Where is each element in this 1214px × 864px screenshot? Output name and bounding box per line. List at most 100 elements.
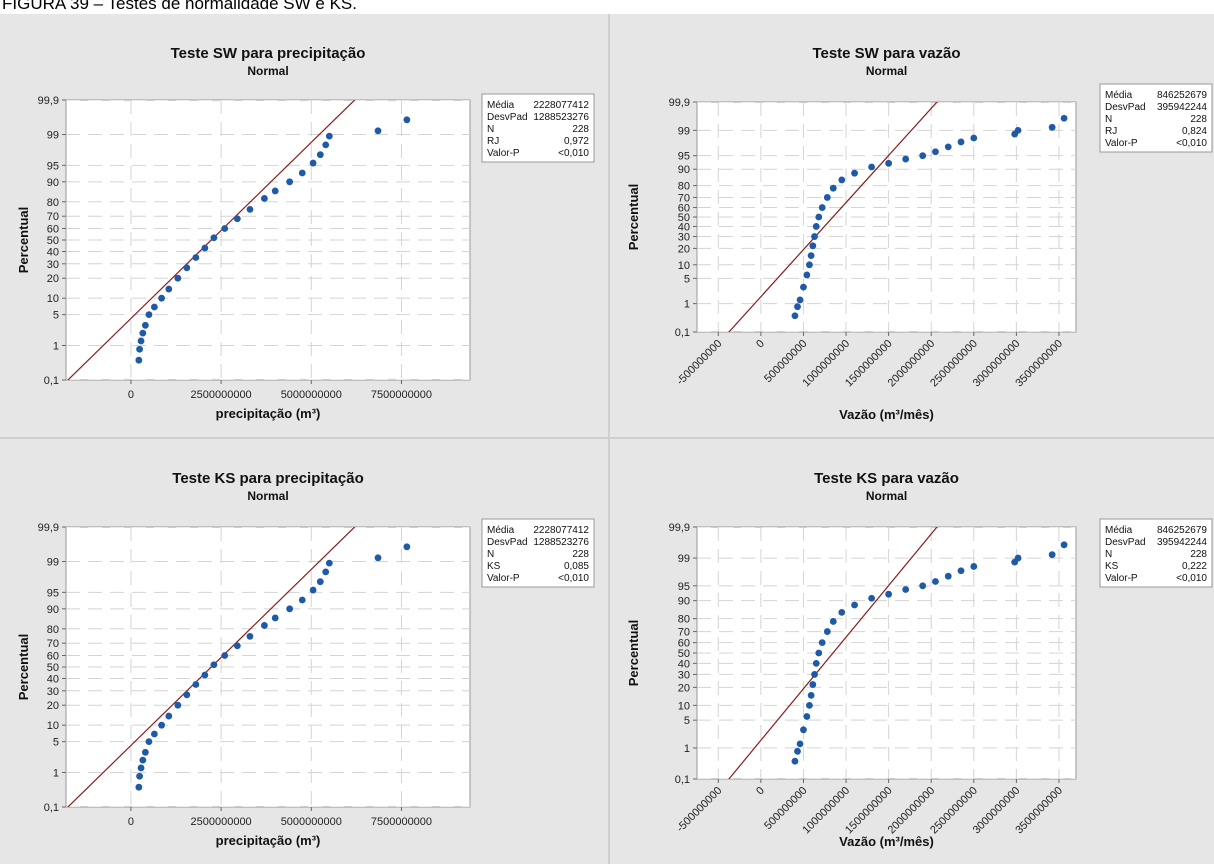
data-point <box>957 138 965 146</box>
legend-label: DesvPad <box>1105 537 1146 548</box>
chart-title: Teste KS para vazão <box>814 470 959 487</box>
y-tick-label: 70 <box>47 638 59 650</box>
data-point <box>374 127 382 135</box>
y-tick-label: 30 <box>47 686 59 698</box>
y-tick-label: 10 <box>47 293 59 305</box>
legend-value: 1288523276 <box>533 112 589 123</box>
y-tick-label: 40 <box>678 221 690 233</box>
y-tick-label: 99,9 <box>669 522 690 534</box>
data-point <box>192 681 200 688</box>
y-tick-label: 20 <box>678 243 690 255</box>
legend-label: Valor-P <box>1105 138 1138 149</box>
y-tick-label: 40 <box>47 246 59 258</box>
data-point <box>192 254 200 261</box>
data-point <box>221 652 229 659</box>
data-point <box>838 176 846 184</box>
data-point <box>807 252 815 260</box>
data-point <box>137 337 145 345</box>
y-tick-label: 90 <box>47 177 59 189</box>
x-tick-label: 5000000000 <box>281 389 342 401</box>
data-point <box>932 578 939 585</box>
data-point <box>210 661 218 669</box>
data-point <box>145 738 153 746</box>
data-point <box>818 639 826 647</box>
legend-label: N <box>487 124 494 135</box>
data-point <box>809 242 817 250</box>
data-point <box>806 261 813 269</box>
x-axis-label: Vazão (m³/mês) <box>839 834 934 849</box>
y-tick-label: 99,9 <box>38 95 59 107</box>
y-tick-label: 99 <box>47 130 59 142</box>
data-point <box>183 264 191 272</box>
data-point <box>233 215 241 223</box>
data-point <box>298 596 306 604</box>
data-point <box>868 163 875 171</box>
data-point <box>944 143 952 151</box>
data-point <box>322 141 330 149</box>
data-point <box>374 554 382 562</box>
data-point <box>885 159 893 167</box>
normal-fit-line <box>728 527 938 779</box>
data-point <box>210 234 218 242</box>
legend-label: N <box>1105 549 1112 560</box>
legend-label: N <box>487 549 494 560</box>
data-point <box>145 311 153 319</box>
data-point <box>325 559 333 567</box>
data-point <box>286 178 294 186</box>
data-point <box>1014 554 1022 562</box>
legend-value: <0,010 <box>1176 138 1207 149</box>
y-tick-label: 70 <box>678 192 690 204</box>
data-point <box>1060 114 1068 122</box>
grid-lines <box>66 527 470 807</box>
data-point <box>902 586 910 593</box>
data-point <box>932 148 939 156</box>
data-point <box>1014 126 1022 134</box>
data-point <box>791 312 799 320</box>
data-point <box>150 303 158 311</box>
data-point <box>815 213 823 221</box>
data-point <box>271 187 279 195</box>
data-point <box>811 671 818 678</box>
legend-value: 228 <box>1190 114 1207 125</box>
data-point <box>944 572 952 580</box>
data-point <box>137 764 145 772</box>
data-point <box>271 614 279 622</box>
data-point <box>246 205 254 213</box>
y-tick-label: 30 <box>678 232 690 244</box>
data-point <box>139 756 147 764</box>
legend-label: RJ <box>1105 126 1117 137</box>
y-tick-label: 70 <box>678 627 690 639</box>
probability-plot-svg: Teste KS para vazão Normal 0,1 1 5 10 20304050… <box>626 470 1213 849</box>
data-point <box>233 642 241 650</box>
chart-panel-ks-vazao: Teste KS para vazão Normal 0,1 1 5 10 20 30 40 50… <box>610 439 1214 864</box>
legend-value: <0,010 <box>558 573 589 584</box>
y-tick-label: 5 <box>53 737 59 749</box>
data-point <box>807 691 815 699</box>
y-tick-label: 0,1 <box>44 802 59 814</box>
data-point <box>902 155 910 163</box>
data-point <box>183 691 191 699</box>
y-tick-label: 1 <box>53 340 59 352</box>
data-point <box>260 195 268 202</box>
legend-label: Média <box>487 525 515 536</box>
legend-box <box>1099 518 1213 588</box>
y-tick-label: 60 <box>678 638 690 650</box>
legend-value: 395942244 <box>1157 102 1207 113</box>
data-point <box>325 132 333 140</box>
data-point <box>316 151 324 159</box>
data-point <box>141 321 149 329</box>
x-tick-label: 2500000000 <box>191 816 252 828</box>
legend-label: KS <box>1105 561 1119 572</box>
data-point <box>1048 123 1056 131</box>
data-point <box>309 159 317 167</box>
stats-legend: Média 846252679 DesvPad 395942244 N 228 RJ 0,82… <box>1099 83 1213 153</box>
legend-value: 846252679 <box>1157 525 1207 536</box>
data-point <box>298 169 306 177</box>
data-point <box>823 628 831 635</box>
chart-panel-sw-precipitacao: Teste SW para precipitação Normal 0,1 1 5 10 2… <box>0 14 608 437</box>
legend-value: 0,222 <box>1182 561 1207 572</box>
data-point <box>851 169 858 177</box>
y-tick-label: 50 <box>47 662 59 674</box>
data-point <box>1060 541 1068 549</box>
grid-lines <box>66 100 470 380</box>
